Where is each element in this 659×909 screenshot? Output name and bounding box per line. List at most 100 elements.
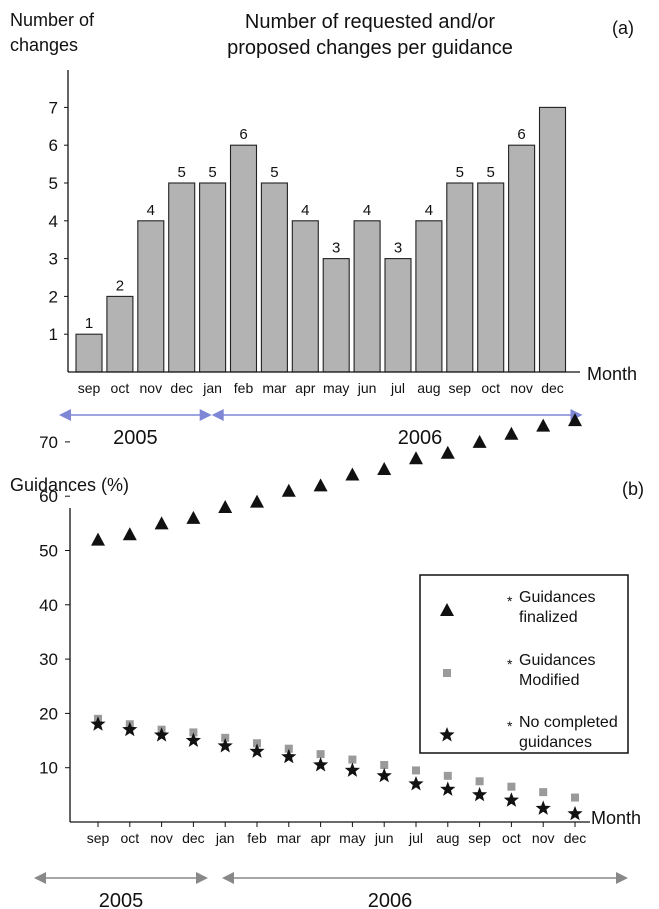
point-triangle <box>440 445 455 459</box>
bar-data-label: 2 <box>116 277 124 294</box>
point-star <box>535 800 551 815</box>
panel-b-x-tick-label: nov <box>532 830 555 846</box>
panel-a-ylabel-line1: Number of <box>10 10 95 30</box>
bar-data-label: 4 <box>363 202 371 219</box>
legend-label-line2: finalized <box>519 609 578 626</box>
panel-b-xlabel: Month <box>591 808 641 828</box>
point-square <box>221 733 230 742</box>
panel-a-y-tick-label: 4 <box>49 212 58 231</box>
bar-data-label: 1 <box>85 315 93 332</box>
bar <box>477 182 505 373</box>
panel-b-ylabel: Guidances (%) <box>10 475 129 495</box>
point-square <box>412 766 420 775</box>
legend-asterisk: * <box>507 593 513 609</box>
panel-b-x-tick-label: may <box>339 830 365 846</box>
year-span-arrowhead <box>222 872 234 884</box>
bar-data-label: 5 <box>208 164 216 181</box>
point-star <box>185 732 201 747</box>
year-span-arrowhead <box>616 872 628 884</box>
panel-a-xlabel: Month <box>587 364 637 384</box>
legend-box <box>419 574 629 754</box>
panel-b-x-tick-label: jun <box>374 830 394 846</box>
point-square <box>380 760 389 769</box>
point-square <box>284 744 293 753</box>
legend-label-line1: Guidances <box>519 652 596 669</box>
legend-asterisk: * <box>507 656 513 672</box>
panel-b-y-tick-label: 20 <box>39 704 58 723</box>
panel-b-legend: * Guidances finalized * Guidances Modified * No… <box>419 574 629 754</box>
point-star <box>503 792 519 807</box>
panel-a-y-tick-label: 2 <box>49 287 58 306</box>
legend-marker-square <box>443 669 451 677</box>
year-span-arrowhead <box>196 872 208 884</box>
bar-data-label: 5 <box>270 164 278 181</box>
panel-a-x-tick-label: sep <box>78 380 101 396</box>
panel-a-x-tick-label: jan <box>202 380 222 396</box>
panel-b-x-tick-label: sep <box>468 830 491 846</box>
panel-a-label: (a) <box>612 18 634 38</box>
panel-b-x-tick-label: oct <box>502 830 521 846</box>
bar-data-label: 4 <box>147 202 155 219</box>
panel-b-x-tick-label: dec <box>182 830 205 846</box>
panel-a-ylabel-line2: changes <box>10 35 78 55</box>
point-triangle <box>281 483 296 497</box>
panel-b-y-tick-label: 50 <box>39 542 58 561</box>
bar <box>229 144 258 373</box>
year-span-arrowhead <box>211 409 224 421</box>
point-triangle <box>472 434 487 448</box>
bar <box>75 333 103 373</box>
panel-b-x-tick-label: feb <box>247 830 267 846</box>
bar <box>291 220 319 373</box>
point-star <box>344 762 360 777</box>
point-star <box>472 786 488 802</box>
legend-label-line1: No completed <box>519 714 618 731</box>
point-star <box>217 738 233 753</box>
bar-data-label: 3 <box>394 240 402 257</box>
point-triangle <box>218 500 233 514</box>
panel-a-y-tick-label: 1 <box>49 325 58 344</box>
point-star <box>249 743 265 758</box>
point-triangle <box>377 462 392 476</box>
bar <box>137 220 165 373</box>
panel-a-x-tick-label: mar <box>262 380 286 396</box>
point-square <box>189 728 198 737</box>
panel-b-y-tick-label: 60 <box>39 487 58 506</box>
panel-a-x-tick-label: may <box>323 380 349 396</box>
panel-a-bars: 1 2 4 5 5 6 5 4 3 4 3 4 5 5 6 <box>75 106 567 373</box>
point-square <box>348 755 357 764</box>
panel-a-title-line2: proposed changes per guidance <box>227 37 513 59</box>
point-star <box>440 781 456 796</box>
legend-marker-star <box>439 727 455 742</box>
panel-a-y-tick-label: 7 <box>49 98 58 117</box>
panel-a-x-tick-label: jun <box>357 380 377 396</box>
point-triangle <box>345 467 360 481</box>
point-star <box>90 716 106 731</box>
point-triangle <box>122 527 137 541</box>
point-square <box>253 739 261 748</box>
bar <box>384 258 412 373</box>
year-span-label: 2006 <box>398 427 443 449</box>
panel-a-x-tick-label: feb <box>234 380 254 396</box>
bar-data-label: 6 <box>517 126 525 143</box>
panel-a-x-tick-label: jul <box>390 380 405 396</box>
legend-entries: * Guidances finalized * Guidances Modified * No… <box>439 589 618 751</box>
bar-data-label: 5 <box>456 164 464 181</box>
panel-a-x-tick-label: oct <box>481 380 500 396</box>
panel-b-x-tick-label: dec <box>564 830 587 846</box>
legend-asterisk: * <box>507 718 513 734</box>
point-square <box>539 788 548 797</box>
bar <box>322 258 350 373</box>
panel-b-y-tick-label: 70 <box>39 433 58 452</box>
bar-data-label: 6 <box>239 126 247 143</box>
panel-a-x-tick-label: aug <box>417 380 440 396</box>
year-span-label: 2006 <box>368 890 413 909</box>
point-triangle <box>313 478 328 492</box>
bar-data-label: 4 <box>301 202 309 219</box>
panel-a-x-tick-label: sep <box>449 380 472 396</box>
panel-a-x-tick-label: nov <box>510 380 533 396</box>
point-star <box>313 757 329 772</box>
panel-b-year-spans: 2005 2006 <box>34 872 628 909</box>
